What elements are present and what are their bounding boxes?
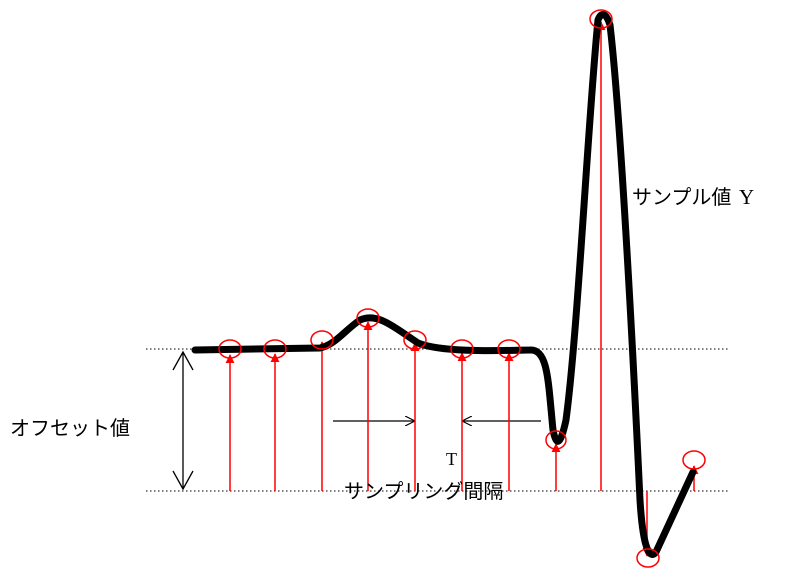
sample-value-symbol: Y	[739, 185, 754, 209]
offset-double-arrow	[172, 350, 194, 491]
sample-marker	[497, 339, 521, 359]
sample-marker	[682, 450, 706, 470]
sample-arrows	[225, 21, 699, 557]
waveform-curve	[191, 11, 697, 558]
sample-marker	[589, 9, 613, 29]
sampling-interval-label: サンプリング間隔	[344, 479, 503, 503]
sample-marker	[636, 548, 660, 568]
sample-markers	[218, 9, 706, 568]
sample-marker	[218, 339, 242, 359]
interval-symbol-label: T	[446, 449, 457, 469]
sample-marker	[263, 339, 287, 359]
offset-value-label: オフセット値	[10, 416, 130, 440]
sample-value-label: サンプル値	[632, 185, 731, 209]
sample-marker	[450, 339, 474, 359]
sample-marker	[545, 430, 567, 450]
sample-marker	[356, 308, 380, 328]
sample-marker	[403, 330, 427, 350]
sample-marker	[310, 330, 334, 350]
